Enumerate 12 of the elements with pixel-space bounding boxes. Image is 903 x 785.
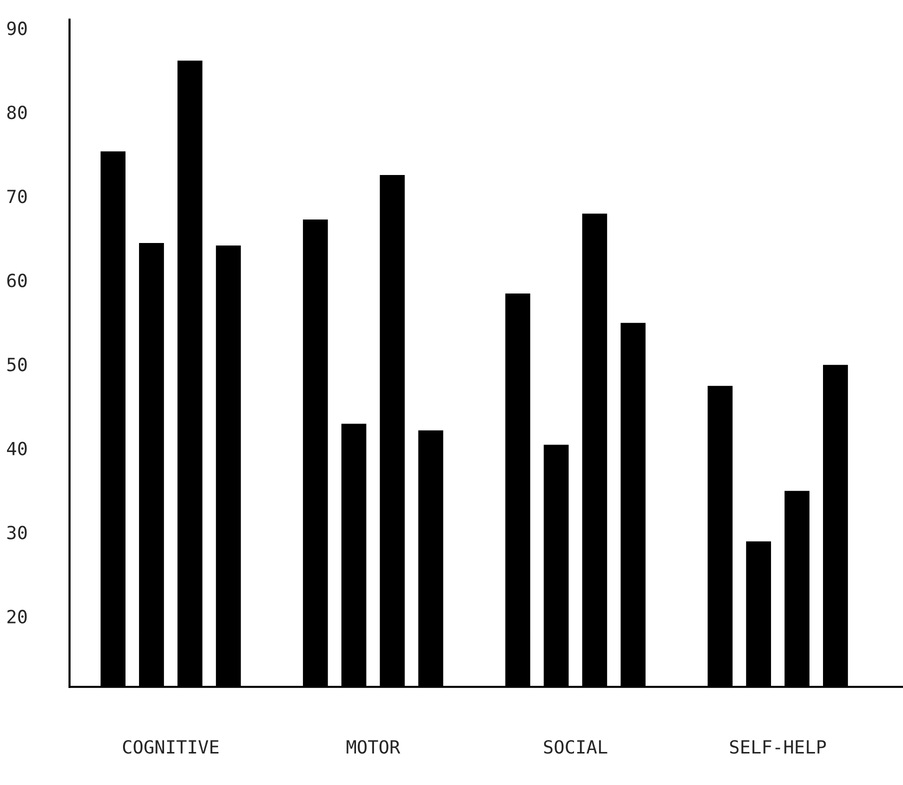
y-tick-label: 60 (7, 274, 27, 288)
y-tick-label: 40 (7, 442, 27, 456)
x-tick-label: SELF-HELP (730, 740, 826, 754)
y-tick-label: 90 (7, 22, 27, 36)
y-tick-label: 20 (7, 610, 27, 624)
x-tick-label: SOCIAL (544, 740, 608, 754)
y-tick-label: 50 (7, 358, 27, 372)
y-tick-label: 30 (7, 526, 27, 540)
x-tick-label: COGNITIVE (123, 740, 218, 754)
y-tick-label: 80 (7, 106, 27, 120)
y-tick-label: 70 (7, 190, 27, 204)
x-tick-label: MOTOR (346, 740, 400, 754)
